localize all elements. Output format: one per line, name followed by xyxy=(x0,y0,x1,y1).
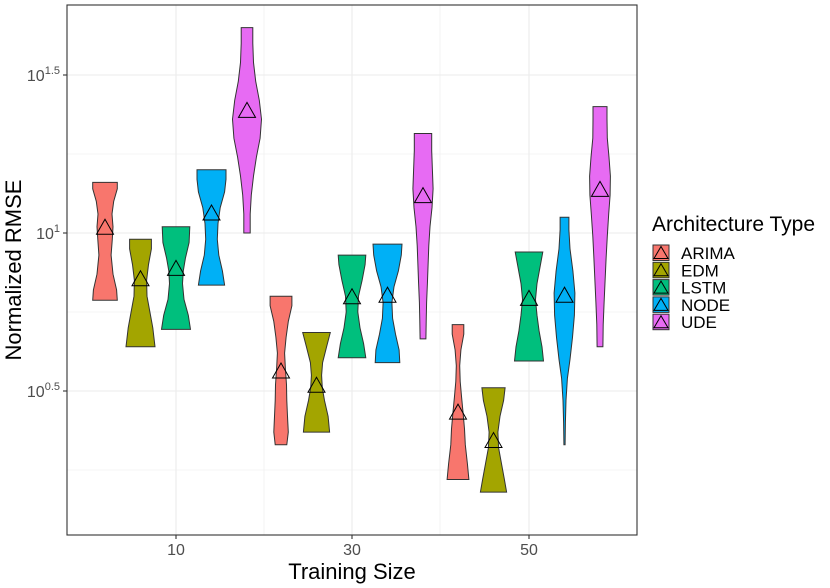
legend-key-marker-icon xyxy=(653,314,669,329)
violin-node-30 xyxy=(372,243,403,364)
mean-marker-ude-30 xyxy=(413,186,433,204)
legend-key-marker-icon xyxy=(653,245,669,259)
violin-ude-10 xyxy=(231,27,263,234)
violin-ude-30 xyxy=(412,133,434,340)
legend-key-marker-icon xyxy=(653,280,669,294)
legend-title: Architecture Type xyxy=(652,213,815,236)
mean-marker-edm-10 xyxy=(131,269,150,287)
legend-label-ude: UDE xyxy=(681,313,717,332)
mean-marker-node-10 xyxy=(202,204,221,221)
mean-marker-ude-10 xyxy=(237,101,257,118)
violin-node-50 xyxy=(553,216,576,446)
legend-key-marker-icon xyxy=(653,262,669,277)
legend-label-arima: ARIMA xyxy=(681,244,736,263)
legend-key-edm xyxy=(652,261,670,279)
legend-label-lstm: LSTM xyxy=(681,279,726,298)
violin-lstm-30 xyxy=(337,254,367,359)
legend-key-arima xyxy=(652,244,670,261)
mean-marker-arima-30 xyxy=(271,362,291,379)
y-tick-label: 101.5 xyxy=(27,65,60,85)
legend-key-node xyxy=(652,296,670,313)
x-tick-labels: 10 30 50 xyxy=(167,542,538,559)
y-tick-labels: 100.5 101 101.5 xyxy=(27,65,60,401)
mean-marker-arima-10 xyxy=(95,218,115,235)
x-tick-label: 10 xyxy=(167,542,185,559)
legend-key-marker-icon xyxy=(653,297,669,311)
axis-ticks xyxy=(63,74,530,539)
mean-marker-lstm-50 xyxy=(519,289,539,306)
x-tick-label: 30 xyxy=(343,542,361,559)
mean-marker-ude-50 xyxy=(590,180,610,197)
mean-marker-edm-50 xyxy=(484,431,503,449)
violin-arima-10 xyxy=(92,181,118,301)
violin-arima-30 xyxy=(269,295,293,446)
violins xyxy=(92,27,611,493)
y-tick-label: 100.5 xyxy=(27,381,60,401)
violin-arima-50 xyxy=(446,324,470,480)
y-tick-label: 101 xyxy=(36,223,60,243)
legend-label-edm: EDM xyxy=(681,261,719,280)
x-axis-title: Training Size xyxy=(288,559,416,584)
legend-key-lstm xyxy=(652,279,670,296)
violin-edm-10 xyxy=(125,238,156,348)
legend-key-ude xyxy=(652,313,670,331)
mean-marker-edm-30 xyxy=(307,376,326,393)
legend-label-node: NODE xyxy=(681,296,730,315)
violin-node-10 xyxy=(196,169,227,286)
x-tick-label: 50 xyxy=(520,542,538,559)
mean-marker-node-30 xyxy=(378,286,397,303)
violin-lstm-10 xyxy=(160,226,192,330)
mean-marker-lstm-10 xyxy=(166,259,186,276)
y-axis-title: Normalized RMSE xyxy=(1,180,26,361)
mean-marker-lstm-30 xyxy=(342,287,362,305)
mean-marker-arima-50 xyxy=(448,403,468,420)
violin-lstm-50 xyxy=(513,251,545,362)
mean-marker-node-50 xyxy=(555,286,574,303)
violin-ude-50 xyxy=(589,106,611,348)
mean-markers xyxy=(95,101,610,449)
violin-edm-50 xyxy=(479,387,508,493)
